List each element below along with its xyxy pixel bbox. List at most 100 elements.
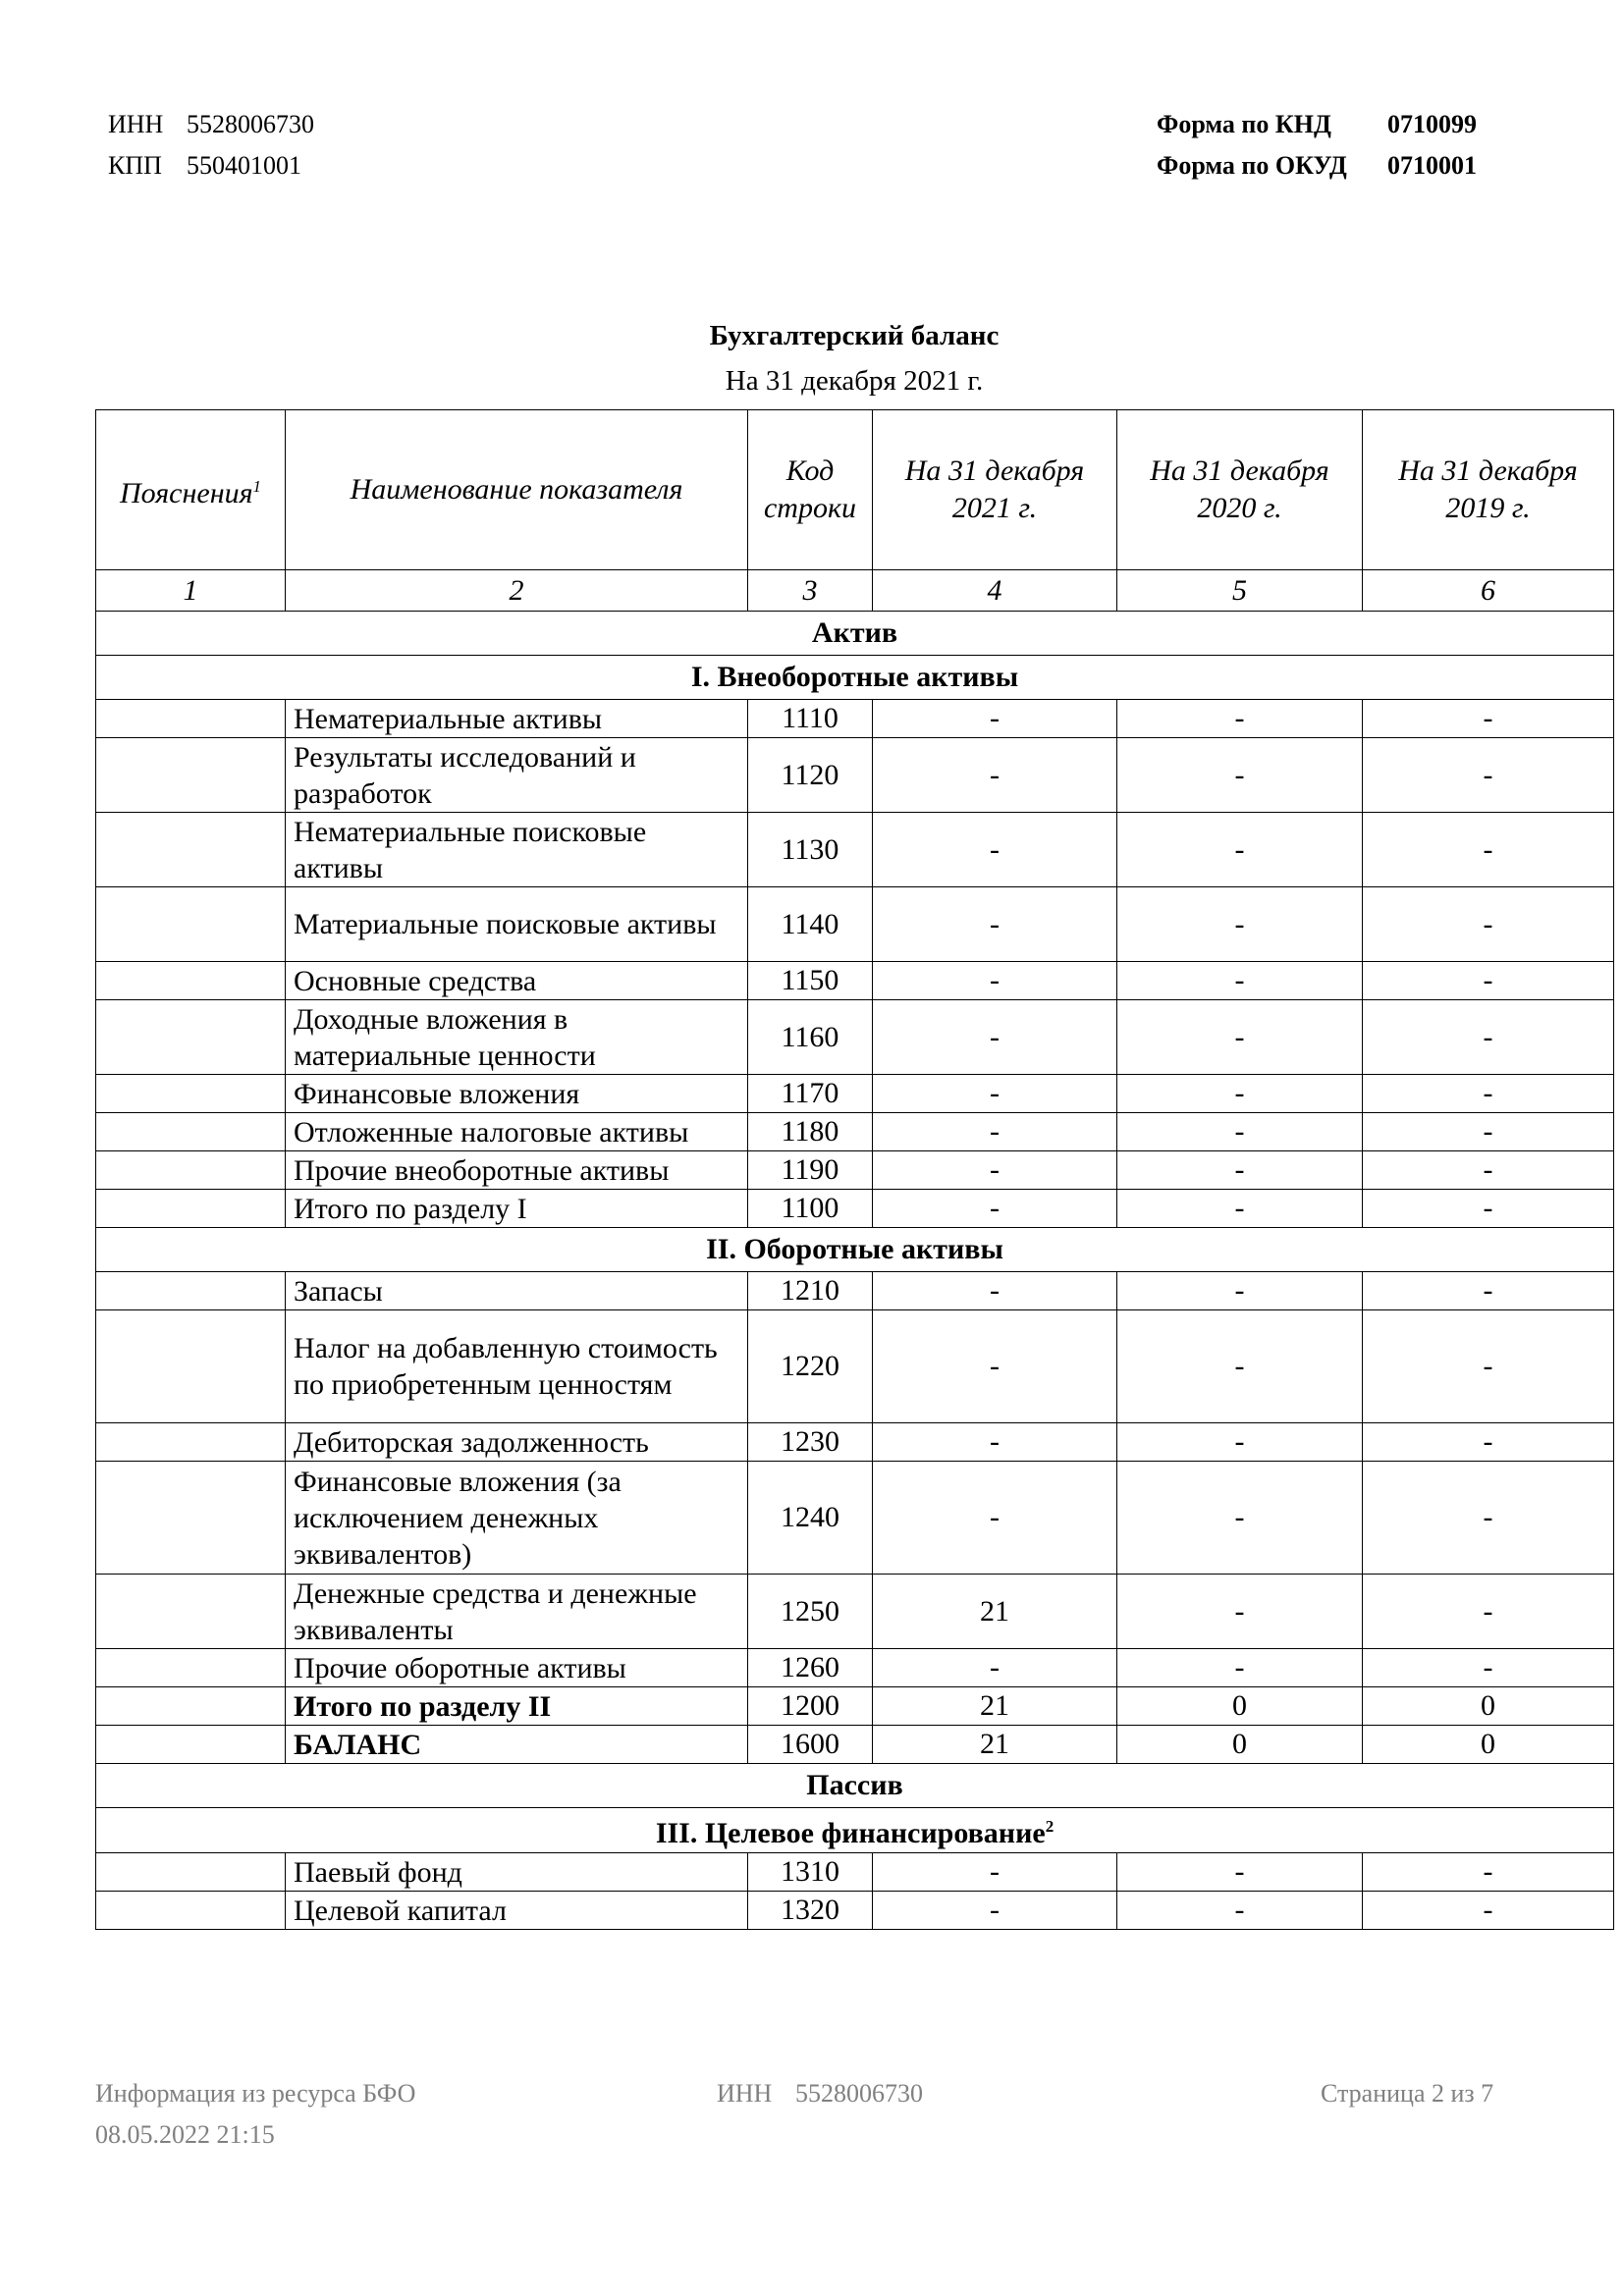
value-2020: - [1116,1271,1363,1310]
indicator-name: Нематериальные активы [285,699,748,738]
value-2020: - [1116,999,1363,1075]
value-2020: - [1116,1891,1363,1930]
value-2019: - [1362,886,1614,962]
okud-line: Форма по ОКУД 0710001 [1157,151,1477,181]
col-header-notes: Пояснения1 [95,409,286,570]
notes-cell [95,1112,286,1151]
value-2019: - [1362,699,1614,738]
value-2021: - [872,1150,1117,1190]
value-2021: 21 [872,1725,1117,1764]
line-code: 1140 [747,886,873,962]
document-subtitle: На 31 декабря 2021 г. [725,365,984,397]
value-2019: - [1362,1422,1614,1462]
value-2021: - [872,1461,1117,1575]
indicator-name: Отложенные налоговые активы [285,1112,748,1151]
indicator-name: Материальные поисковые активы [285,886,748,962]
section-header-row: Актив [95,611,1614,656]
value-2020: - [1116,1574,1363,1649]
table-row: Результаты исследований и разработок 1120… [95,737,1614,813]
notes-cell [95,1271,286,1310]
notes-cell [95,1891,286,1930]
notes-cell [95,1189,286,1228]
knd-line: Форма по КНД 0710099 [1157,110,1477,139]
notes-cell [95,1074,286,1113]
table-row: Целевой капитал 1320- - - [95,1891,1614,1930]
value-2020: - [1116,961,1363,1000]
value-2020: - [1116,1422,1363,1462]
indicator-name: Налог на добавленную стоимость по приобр… [285,1309,748,1423]
table-row: Основные средства 1150- - - [95,961,1614,1000]
section-title: I. Внеоборотные активы [95,655,1614,700]
inn-label: ИНН [108,110,164,138]
indicator-name: Прочие оборотные активы [285,1648,748,1687]
value-2020: 0 [1116,1686,1363,1726]
column-number: 6 [1362,569,1614,612]
indicator-name: Итого по разделу I [285,1189,748,1228]
notes-cell [95,1461,286,1575]
value-2020: - [1116,1074,1363,1113]
value-2019: - [1362,1574,1614,1649]
indicator-name: Целевой капитал [285,1891,748,1930]
notes-cell [95,1648,286,1687]
value-2021: 21 [872,1574,1117,1649]
value-2019: 0 [1362,1686,1614,1726]
indicator-name: Запасы [285,1271,748,1310]
indicator-name: Финансовые вложения [285,1074,748,1113]
value-2019: - [1362,737,1614,813]
line-code: 1240 [747,1461,873,1575]
value-2020: 0 [1116,1725,1363,1764]
indicator-name: Доходные вложения в материальные ценност… [285,999,748,1075]
indicator-name: Финансовые вложения (за исключением дене… [285,1461,748,1575]
line-code: 1220 [747,1309,873,1423]
value-2020: - [1116,1852,1363,1892]
column-number: 4 [872,569,1117,612]
notes-cell [95,812,286,887]
indicator-name: Дебиторская задолженность [285,1422,748,1462]
indicator-name: БАЛАНС [285,1725,748,1764]
section-header-row: I. Внеоборотные активы [95,655,1614,700]
table-row: Отложенные налоговые активы 1180- - - [95,1112,1614,1151]
balance-table: Пояснения1 Наименование показателя Код с… [95,409,1614,1930]
column-number: 5 [1116,569,1363,612]
value-2020: - [1116,737,1363,813]
table-row: Материальные поисковые активы 1140- - - [95,886,1614,962]
line-code: 1200 [747,1686,873,1726]
value-2020: - [1116,699,1363,738]
notes-cell [95,961,286,1000]
value-2021: 21 [872,1686,1117,1726]
value-2020: - [1116,886,1363,962]
table-row: Налог на добавленную стоимость по приобр… [95,1309,1614,1423]
value-2021: - [872,1648,1117,1687]
line-code: 1600 [747,1725,873,1764]
line-code: 1130 [747,812,873,887]
section-header-row: Пассив [95,1763,1614,1808]
table-row: Нематериальные поисковые активы 1130- - - [95,812,1614,887]
value-2021: - [872,886,1117,962]
value-2019: - [1362,1461,1614,1575]
line-code: 1110 [747,699,873,738]
value-2020: - [1116,812,1363,887]
line-code: 1160 [747,999,873,1075]
indicator-name: Нематериальные поисковые активы [285,812,748,887]
footer-datetime: 08.05.2022 21:15 [95,2120,275,2149]
column-number: 3 [747,569,873,612]
value-2021: - [872,699,1117,738]
value-2020: - [1116,1189,1363,1228]
value-2019: - [1362,1648,1614,1687]
value-2019: - [1362,1150,1614,1190]
col-header-2019: На 31 декабря 2019 г. [1362,409,1614,570]
line-code: 1180 [747,1112,873,1151]
value-2021: - [872,1422,1117,1462]
section-title: Актив [95,611,1614,656]
table-row: Прочие внеоборотные активы 1190- - - [95,1150,1614,1190]
value-2019: - [1362,1309,1614,1423]
line-code: 1310 [747,1852,873,1892]
notes-cell [95,1574,286,1649]
value-2021: - [872,1112,1117,1151]
kpp-line: КПП 550401001 [108,151,301,181]
value-2021: - [872,737,1117,813]
line-code: 1320 [747,1891,873,1930]
table-row: Паевый фонд 1310- - - [95,1852,1614,1892]
table-row: Доходные вложения в материальные ценност… [95,999,1614,1075]
col-header-2020: На 31 декабря 2020 г. [1116,409,1363,570]
